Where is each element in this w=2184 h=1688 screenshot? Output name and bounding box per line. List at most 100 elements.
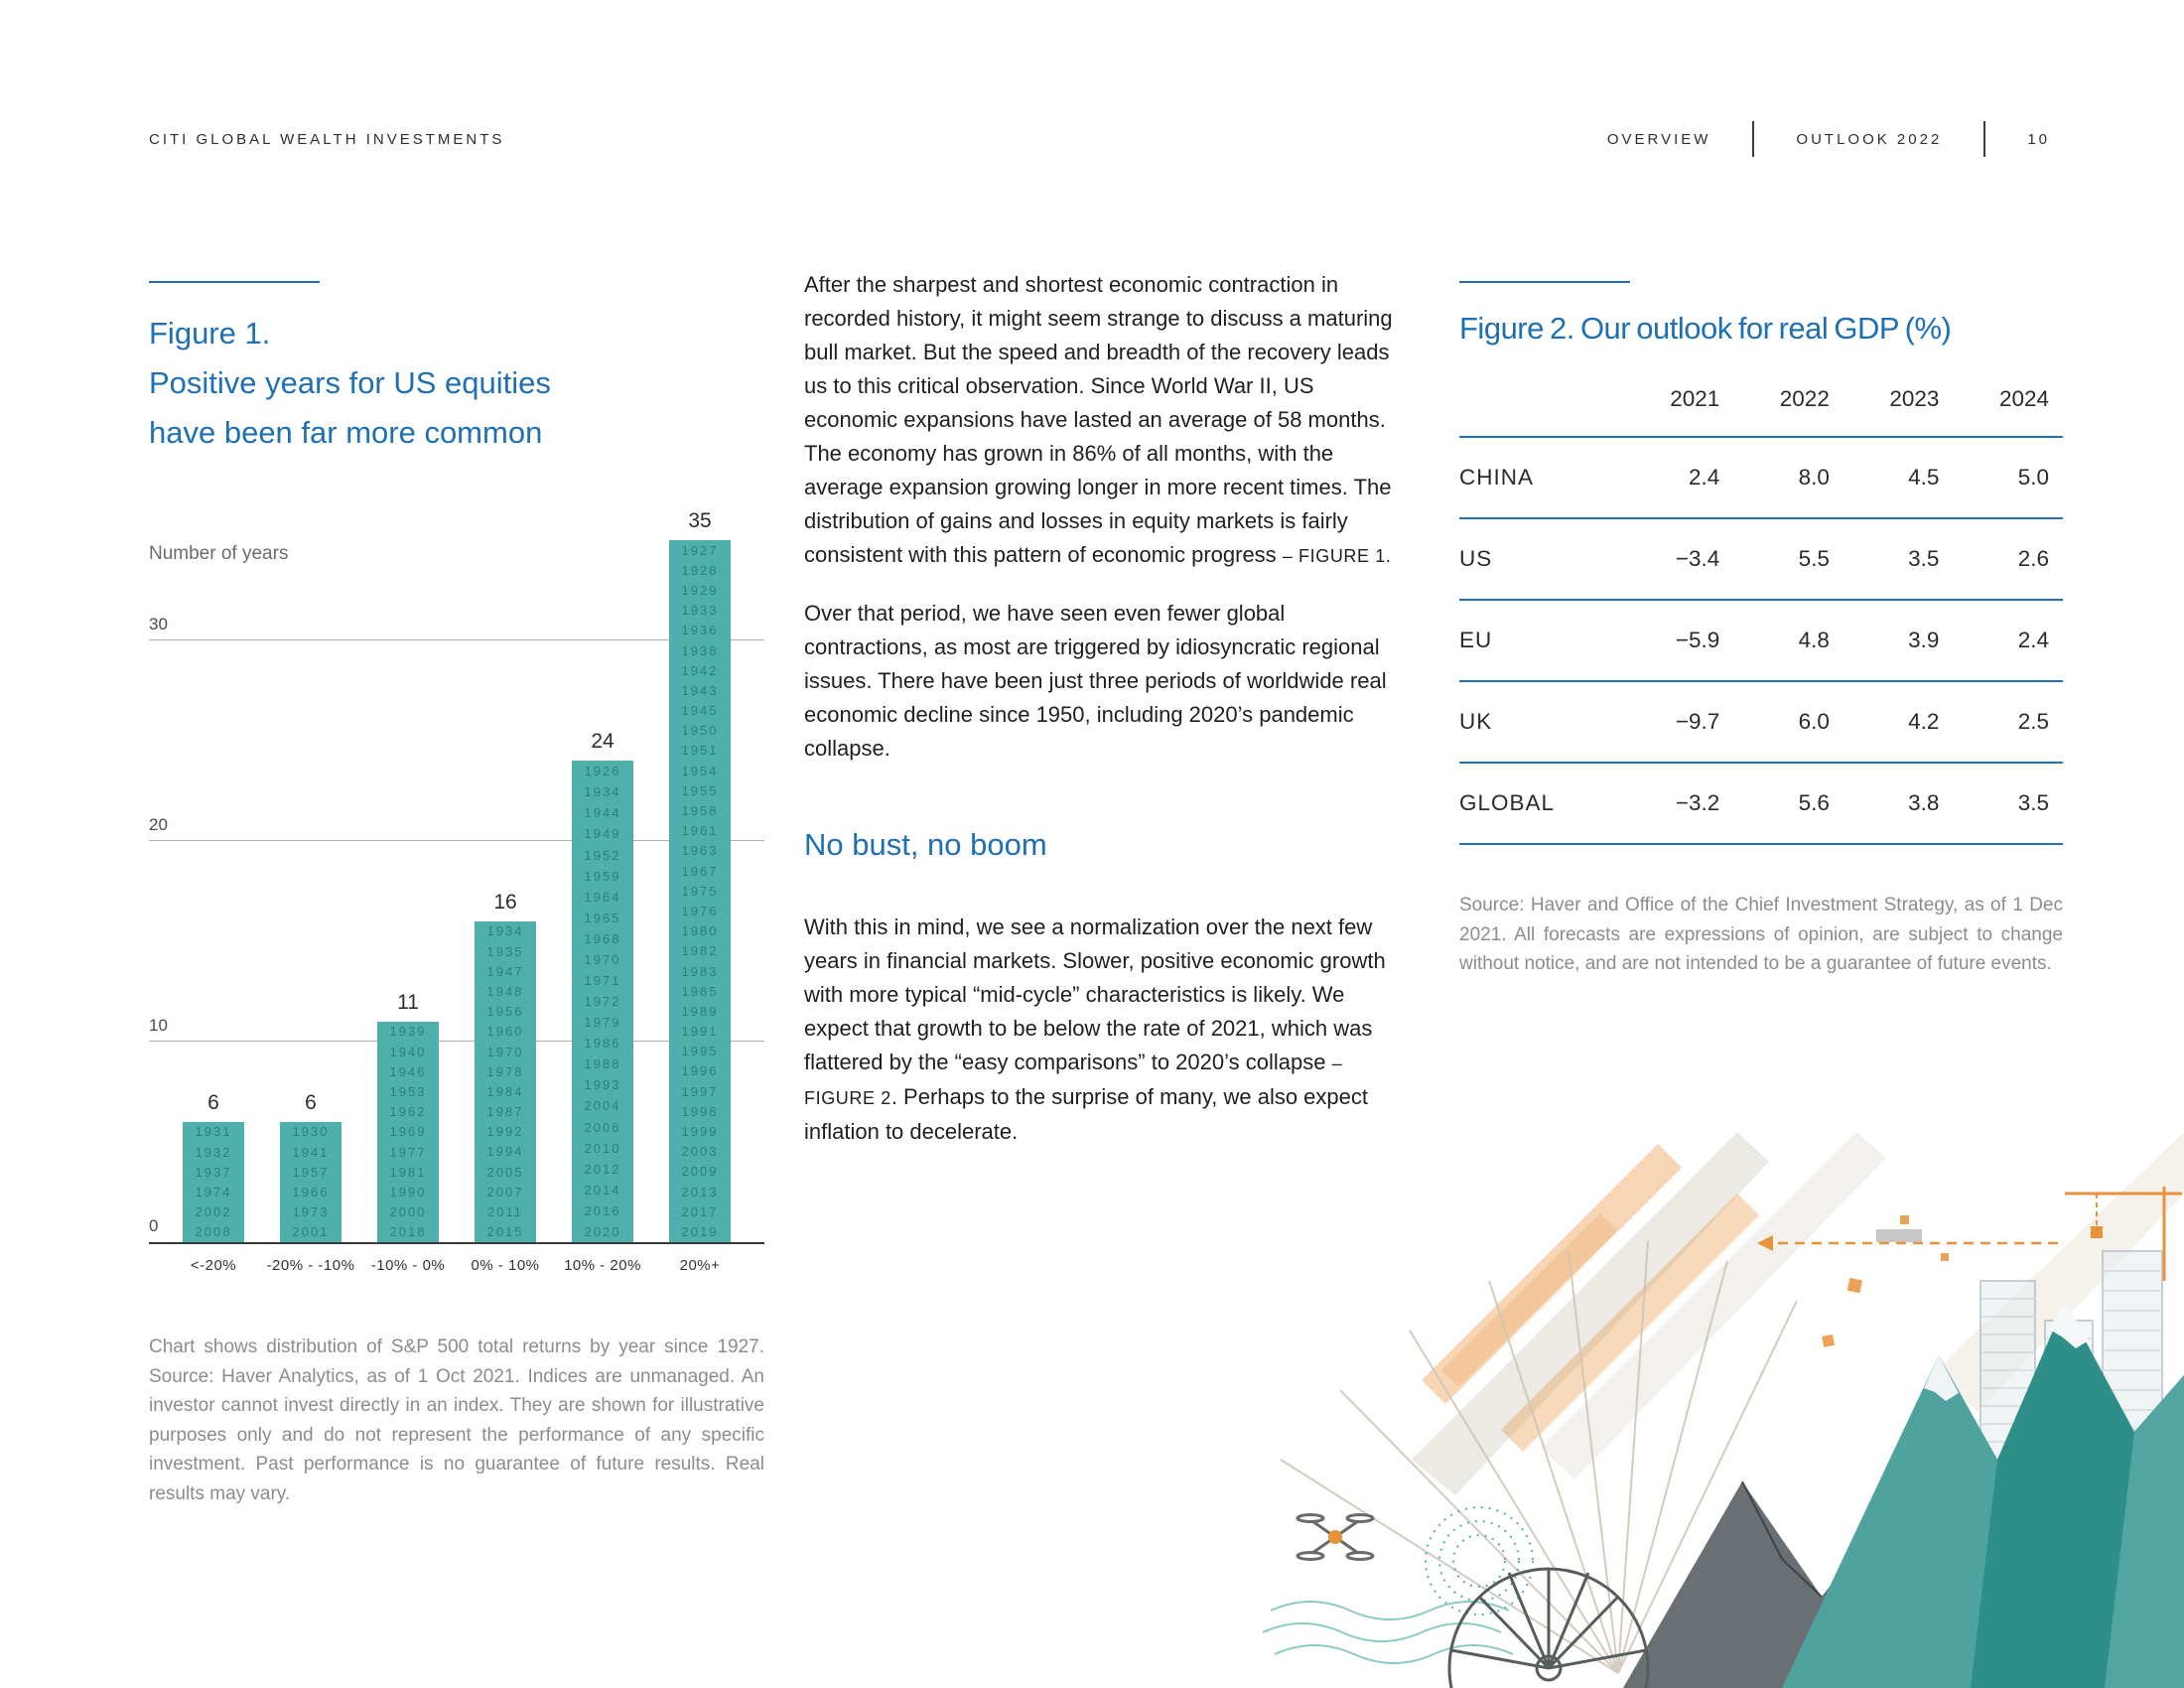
bar-year-label: 1962: [389, 1104, 427, 1120]
bar-year-label: 1927: [681, 542, 719, 558]
table-cell: 5.0: [2017, 465, 2049, 490]
dotted-rings: [1425, 1506, 1534, 1616]
bar-year-label: 1967: [681, 863, 719, 879]
paragraph: Over that period, we have seen even fewe…: [804, 601, 1387, 761]
bar-year-label: 1956: [486, 1004, 524, 1020]
x-axis-label: 20%+: [679, 1257, 721, 1274]
bar-year-label: 1980: [681, 923, 719, 939]
bar-year-label: 1994: [486, 1144, 524, 1160]
gridline: [149, 840, 764, 841]
table-cell: 4.5: [1908, 465, 1940, 490]
bar-year-label: 1936: [681, 623, 719, 638]
bar-year-label: 1975: [681, 883, 719, 899]
page-number: 10: [2027, 130, 2050, 148]
y-axis-label: Number of years: [149, 543, 289, 564]
bar-year-label: 1971: [584, 973, 621, 989]
table-cell: −3.2: [1675, 790, 1720, 815]
bar-year-label: 1953: [389, 1083, 427, 1099]
bar: 1927 1928 1929 1933 1936 1938 1942 1943 1945 1950…: [669, 540, 731, 1242]
bar-year-label: 1944: [584, 805, 621, 821]
bar: 1934 1935 1947 1948 1956 1960 1970 1978 1984 1987…: [475, 920, 536, 1242]
bar-year-label: 1955: [681, 782, 719, 798]
bar: 1939 1940 1946 1953 1962 1969 1977 1981 1990 2000…: [377, 1021, 439, 1242]
gridline: [149, 1041, 764, 1042]
row-label: GLOBAL: [1459, 790, 1556, 815]
table-cell: −5.9: [1675, 628, 1720, 652]
row-label: EU: [1459, 628, 1493, 652]
bar-year-label: 1970: [486, 1044, 524, 1059]
bar-year-label: 1990: [389, 1184, 427, 1199]
bar-year-label: 1998: [681, 1103, 719, 1119]
bar-year-label: 1959: [584, 868, 621, 884]
bar-year-label: 2007: [486, 1184, 524, 1199]
bar-year-label: 1930: [292, 1124, 330, 1140]
bar-column: 35 1927 1928 1929 1933 1936 1938 1942 1943 1945 19…: [669, 509, 731, 1242]
bar-year-label: 2001: [292, 1224, 330, 1240]
bar-year-label: 1938: [681, 642, 719, 658]
teal-mountain: [1782, 1303, 2184, 1688]
sunburst-lines: [1280, 1240, 1798, 1674]
bar-year-label: 1933: [681, 603, 719, 619]
bar-year-label: 1987: [486, 1104, 524, 1120]
bar-value-label: 24: [591, 730, 614, 754]
table-row: CHINA 2.4 8.0 4.5 5.0: [1459, 437, 2063, 518]
orange-beams: [1422, 1144, 1759, 1452]
bar-year-label: 1993: [584, 1077, 621, 1093]
bar-column: 11 1939 1940 1946 1953 1962 1969 1977 1981 1990 20…: [377, 991, 439, 1242]
bar-year-label: 1964: [584, 889, 621, 905]
table-cell: 3.9: [1908, 628, 1940, 652]
bar-year-label: 2010: [584, 1140, 621, 1156]
bar-year-label: 1935: [486, 943, 524, 959]
bar-year-label: 1943: [681, 682, 719, 698]
bar-value-label: 6: [305, 1090, 317, 1114]
bar-year-label: 1969: [389, 1124, 427, 1140]
bar-year-label: 1992: [486, 1124, 524, 1140]
bar-year-label: 1976: [681, 903, 719, 918]
table-row: UK −9.7 6.0 4.2 2.5: [1459, 681, 2063, 763]
table-cell: 2.4: [2017, 628, 2049, 652]
bar-year-label: 1950: [681, 723, 719, 739]
header-divider: [1752, 121, 1755, 157]
bar-year-label: 1995: [681, 1044, 719, 1059]
figure1-section: Figure 1. Positive years for US equities…: [149, 281, 764, 1508]
bar-year-label: 1960: [486, 1024, 524, 1040]
bar-value-label: 11: [397, 990, 419, 1014]
bar-year-label: 1958: [681, 803, 719, 819]
bar-year-label: 2000: [389, 1204, 427, 1220]
bar-year-label: 1928: [681, 562, 719, 578]
bar-year-label: 2002: [195, 1204, 232, 1220]
bar-value-label: 16: [493, 890, 517, 914]
bar-year-label: 1946: [389, 1063, 427, 1079]
figure2-source-note: Source: Haver and Office of the Chief In…: [1459, 895, 2063, 974]
bar-year-label: 1940: [389, 1044, 427, 1059]
decorative-collage: [1262, 1132, 2184, 1688]
page-header: CITI GLOBAL WEALTH INVESTMENTS OVERVIEW …: [149, 121, 2050, 157]
bar-year-label: 1984: [486, 1083, 524, 1099]
paragraph: With this in mind, we see a normalizatio…: [804, 914, 1386, 1144]
bicycle-wheel-icon: [1447, 1567, 1650, 1688]
bar-year-label: 2020: [584, 1223, 621, 1239]
bar-year-label: 1954: [681, 763, 719, 778]
bar-year-label: 1968: [584, 930, 621, 946]
bar-year-label: 1965: [584, 910, 621, 925]
bar-year-label: 1948: [486, 983, 524, 999]
bar-year-label: 1929: [681, 582, 719, 598]
bar-year-label: 1989: [681, 1003, 719, 1019]
bar-year-label: 1982: [681, 943, 719, 959]
bar-year-label: 2014: [584, 1182, 621, 1197]
bar-year-label: 2018: [389, 1224, 427, 1240]
bar-column: 16 1934 1935 1947 1948 1956 1960 1970 1978 1984 19…: [475, 891, 536, 1242]
table-cell: 3.8: [1908, 790, 1940, 815]
row-label: US: [1459, 546, 1493, 571]
table-cell: 3.5: [1908, 546, 1940, 571]
x-axis-label: -10% - 0%: [370, 1257, 446, 1274]
section-heading: No bust, no boom: [804, 827, 1047, 862]
bar-year-label: 1934: [486, 923, 524, 939]
bar-year-label: 1963: [681, 843, 719, 859]
figure1-title: Figure 1. Positive years for US equities…: [149, 316, 551, 450]
construction-crane: [2065, 1187, 2182, 1281]
accent-rule: [149, 281, 320, 283]
bar-year-label: 2004: [584, 1098, 621, 1114]
bar-year-label: 1945: [681, 703, 719, 719]
table-cell: 2.5: [2017, 709, 2049, 734]
